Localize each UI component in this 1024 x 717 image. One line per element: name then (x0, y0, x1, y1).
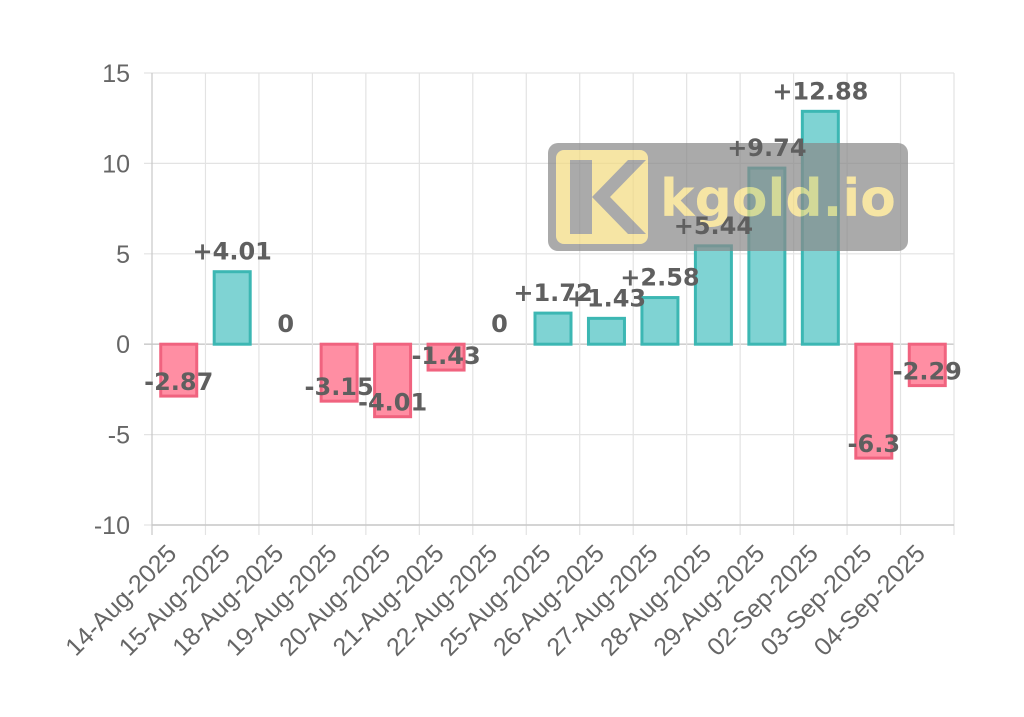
data-label: -4.01 (358, 389, 427, 417)
y-tick-label: 5 (116, 241, 130, 269)
bar (586, 316, 626, 346)
kgold-logo-icon (556, 150, 648, 244)
bar (907, 342, 947, 388)
y-axis-ticks: 15 10 5 0 -5 -10 (94, 60, 130, 540)
x-axis-ticks: 14-Aug-202515-Aug-202518-Aug-202519-Aug-… (60, 539, 931, 661)
data-label: +1.43 (567, 284, 646, 312)
kgold-watermark: kgold.io (548, 143, 908, 251)
data-label: +5.44 (674, 212, 753, 240)
data-label: +2.58 (620, 264, 699, 292)
bar (319, 342, 359, 403)
bar (426, 342, 466, 372)
y-tick-label: 0 (116, 331, 130, 359)
data-label: 0 (491, 310, 508, 338)
bar (693, 244, 733, 346)
data-label: -3.15 (305, 373, 374, 401)
data-labels: -2.87+4.010-3.15-4.01-1.430+1.72+1.43+2.… (144, 77, 962, 458)
data-label: 0 (277, 310, 294, 338)
gridlines (144, 72, 955, 535)
data-label: -2.29 (893, 358, 962, 386)
y-tick-label: -10 (94, 512, 130, 540)
data-label: +9.74 (727, 134, 806, 162)
data-label: -1.43 (411, 342, 480, 370)
y-tick-label: 15 (102, 60, 130, 88)
y-tick-label: 10 (102, 150, 130, 178)
data-label: -6.3 (848, 430, 900, 458)
bar (373, 342, 413, 419)
bar (640, 296, 680, 346)
bar (159, 342, 199, 398)
y-tick-label: -5 (108, 422, 130, 450)
bar (212, 270, 252, 346)
data-label: +4.01 (193, 238, 272, 266)
data-label: -2.87 (144, 368, 213, 396)
watermark-text: kgold.io (660, 169, 896, 229)
bar (854, 342, 894, 460)
bar (533, 311, 573, 346)
data-label: +1.72 (513, 279, 592, 307)
data-label: +12.88 (772, 77, 868, 105)
